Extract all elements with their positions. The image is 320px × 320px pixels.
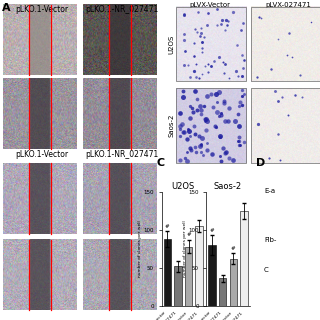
Bar (229, 259, 237, 306)
Text: pLKO.1-NR_027471: pLKO.1-NR_027471 (85, 5, 158, 14)
Text: pLKO.1-Vector: pLKO.1-Vector (15, 150, 68, 159)
Text: Saos-2: Saos-2 (168, 114, 174, 137)
Text: Fib-: Fib- (264, 237, 276, 243)
Text: D: D (256, 158, 265, 168)
Bar (164, 239, 171, 306)
Bar (240, 211, 248, 306)
Text: pLKO.1-Vector: pLKO.1-Vector (15, 5, 68, 14)
Text: C: C (264, 268, 269, 273)
Bar (251, 7, 320, 81)
Title: U2OS: U2OS (172, 182, 195, 191)
Y-axis label: number of clones per well: number of clones per well (183, 220, 187, 277)
Text: #: # (186, 232, 191, 237)
Text: A: A (2, 3, 10, 13)
Bar (176, 88, 246, 163)
Bar (251, 88, 320, 163)
Bar (176, 7, 246, 81)
Text: #: # (231, 246, 236, 251)
Text: E-a: E-a (264, 188, 275, 194)
Title: Saos-2: Saos-2 (214, 182, 242, 191)
Text: pLVX-Vector: pLVX-Vector (189, 2, 230, 8)
Text: pLVX-027471: pLVX-027471 (265, 2, 311, 8)
Text: pLKO.1-NR_027471: pLKO.1-NR_027471 (85, 150, 158, 159)
Bar (174, 266, 182, 306)
Bar (196, 226, 203, 306)
Bar (185, 246, 192, 306)
Text: C: C (157, 158, 165, 168)
Text: U2OS: U2OS (168, 35, 174, 54)
Y-axis label: number of clones per well: number of clones per well (138, 220, 142, 277)
Bar (219, 278, 227, 306)
Text: #: # (210, 228, 214, 233)
Text: #: # (165, 224, 170, 229)
Bar (208, 245, 216, 306)
